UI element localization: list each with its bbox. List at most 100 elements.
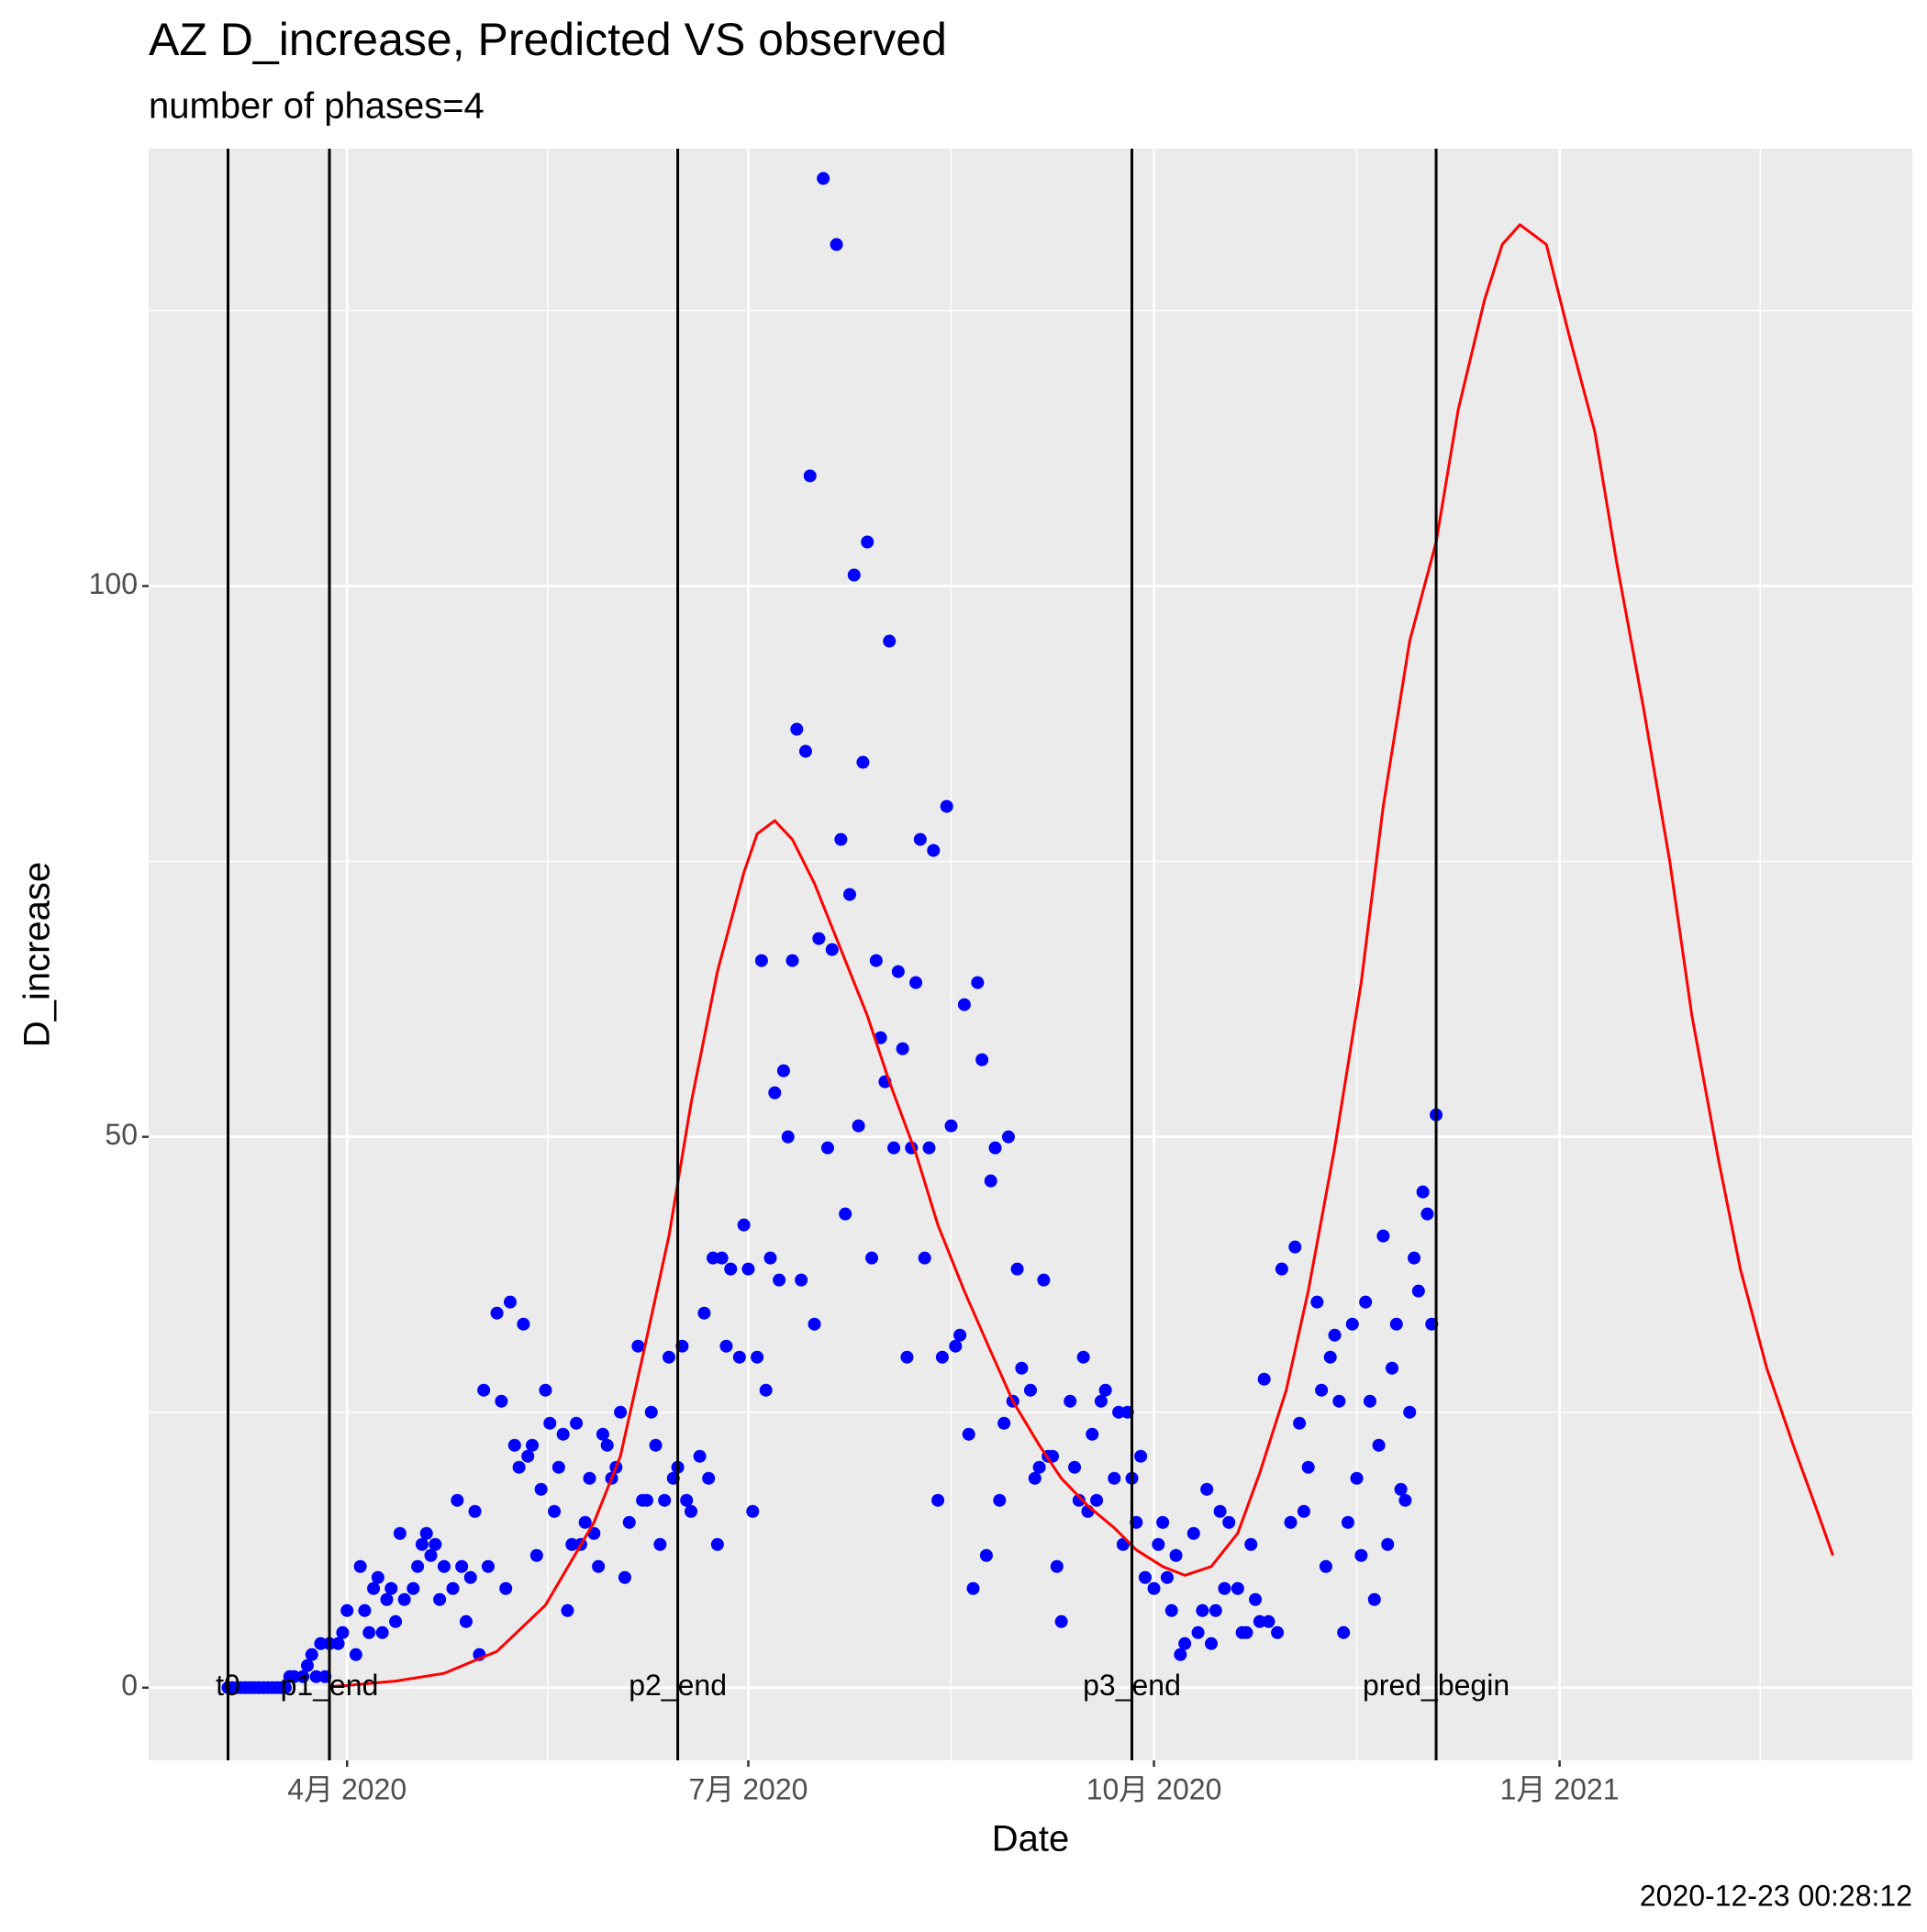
data-point bbox=[1112, 1405, 1126, 1419]
data-point bbox=[287, 1670, 301, 1683]
data-point bbox=[1403, 1405, 1417, 1419]
data-point bbox=[790, 722, 804, 736]
data-point bbox=[953, 1328, 967, 1342]
data-point bbox=[336, 1625, 350, 1639]
data-point bbox=[1054, 1614, 1068, 1628]
data-point bbox=[922, 1141, 936, 1155]
phase-label: p1_end bbox=[281, 1669, 379, 1702]
data-point bbox=[988, 1141, 1002, 1155]
data-point bbox=[1037, 1273, 1051, 1287]
data-point bbox=[1174, 1647, 1187, 1661]
data-point bbox=[1186, 1526, 1200, 1540]
phase-label: t0 bbox=[216, 1669, 240, 1702]
data-point bbox=[962, 1427, 975, 1441]
data-point bbox=[763, 1251, 777, 1265]
data-point bbox=[776, 1064, 790, 1078]
data-point bbox=[1200, 1482, 1214, 1496]
data-point bbox=[1152, 1537, 1165, 1551]
data-point bbox=[1218, 1581, 1231, 1595]
data-point bbox=[913, 832, 927, 846]
data-point bbox=[296, 1670, 310, 1683]
data-point bbox=[658, 1493, 672, 1507]
data-point bbox=[1191, 1625, 1205, 1639]
data-point bbox=[1345, 1317, 1359, 1331]
data-point bbox=[1244, 1537, 1258, 1551]
data-point bbox=[331, 1636, 345, 1650]
data-point bbox=[966, 1581, 980, 1595]
data-point bbox=[874, 1031, 887, 1044]
data-point bbox=[375, 1625, 389, 1639]
data-point bbox=[1138, 1570, 1152, 1584]
caption: 2020-12-23 00:28:12 bbox=[1640, 1879, 1912, 1912]
data-point bbox=[653, 1537, 667, 1551]
data-point bbox=[640, 1493, 653, 1507]
plot-panel bbox=[149, 149, 1912, 1760]
data-point bbox=[362, 1625, 376, 1639]
data-point bbox=[1310, 1295, 1324, 1309]
data-point bbox=[781, 1130, 795, 1144]
data-point bbox=[759, 1383, 773, 1397]
data-point bbox=[1284, 1515, 1298, 1529]
data-point bbox=[710, 1537, 724, 1551]
data-point bbox=[856, 755, 870, 769]
data-point bbox=[618, 1570, 631, 1584]
data-point bbox=[1010, 1262, 1024, 1276]
data-point bbox=[1420, 1207, 1434, 1221]
data-point bbox=[842, 888, 856, 901]
x-axis-title: Date bbox=[992, 1819, 1070, 1859]
data-point bbox=[1275, 1262, 1288, 1276]
data-point bbox=[512, 1460, 526, 1474]
data-point bbox=[662, 1350, 675, 1364]
data-point bbox=[1288, 1240, 1302, 1254]
data-point bbox=[481, 1559, 495, 1573]
data-point bbox=[1271, 1625, 1285, 1639]
data-point bbox=[600, 1438, 614, 1452]
data-point bbox=[455, 1559, 469, 1573]
data-point bbox=[927, 843, 941, 857]
data-point bbox=[680, 1493, 694, 1507]
data-point bbox=[1398, 1493, 1412, 1507]
data-point bbox=[614, 1405, 628, 1419]
data-point bbox=[935, 1350, 949, 1364]
data-point bbox=[1064, 1394, 1077, 1408]
data-point bbox=[896, 1042, 909, 1055]
data-point bbox=[371, 1570, 384, 1584]
data-point bbox=[957, 998, 971, 1011]
data-point bbox=[693, 1449, 707, 1463]
phase-label: pred_begin bbox=[1363, 1669, 1509, 1702]
data-point bbox=[1240, 1625, 1253, 1639]
data-point bbox=[570, 1416, 584, 1430]
data-point bbox=[415, 1537, 429, 1551]
data-point bbox=[1169, 1548, 1183, 1562]
data-point bbox=[551, 1460, 565, 1474]
data-point bbox=[1328, 1328, 1342, 1342]
data-point bbox=[1068, 1460, 1082, 1474]
data-point bbox=[808, 1317, 821, 1331]
data-point bbox=[1301, 1460, 1315, 1474]
data-point bbox=[1178, 1636, 1192, 1650]
data-point bbox=[1411, 1284, 1425, 1298]
data-point bbox=[803, 469, 817, 483]
data-point bbox=[429, 1537, 442, 1551]
data-point bbox=[596, 1427, 609, 1441]
data-point bbox=[909, 976, 923, 989]
x-tick-label: 7月 2020 bbox=[689, 1772, 808, 1805]
data-point bbox=[732, 1350, 746, 1364]
data-point bbox=[1015, 1361, 1029, 1375]
data-point bbox=[1253, 1614, 1266, 1628]
data-point bbox=[707, 1251, 720, 1265]
data-point bbox=[468, 1504, 482, 1518]
data-point bbox=[931, 1493, 945, 1507]
data-point bbox=[852, 1119, 865, 1133]
y-tick-label: 0 bbox=[121, 1669, 138, 1702]
data-point bbox=[1332, 1394, 1346, 1408]
data-point bbox=[380, 1592, 394, 1606]
data-point bbox=[715, 1251, 729, 1265]
data-point bbox=[1367, 1592, 1381, 1606]
data-point bbox=[631, 1339, 645, 1353]
data-point bbox=[754, 954, 768, 967]
data-point bbox=[353, 1559, 367, 1573]
data-point bbox=[741, 1262, 755, 1276]
prediction-line bbox=[329, 223, 1834, 1689]
